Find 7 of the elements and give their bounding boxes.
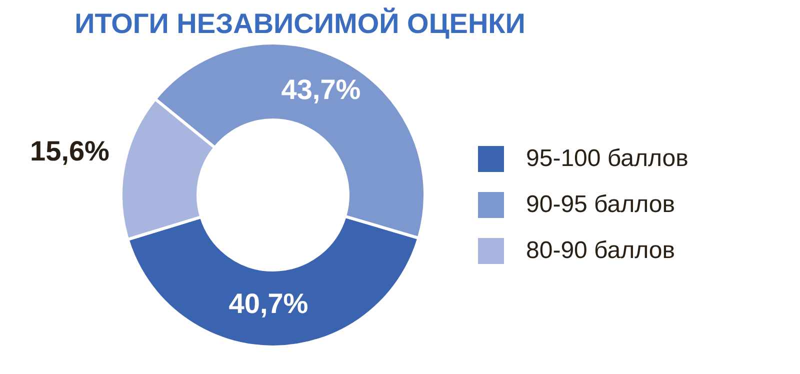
data-label: 43,7% xyxy=(281,74,361,106)
legend-label: 80-90 баллов xyxy=(526,237,675,265)
data-label: 40,7% xyxy=(228,288,308,319)
legend-label: 90-95 баллов xyxy=(526,191,675,219)
legend-label: 95-100 баллов xyxy=(526,145,688,173)
chart-title: ИТОГИ НЕЗАВИСИМОЙ ОЦЕНКИ xyxy=(74,8,526,40)
data-label: 15,6% xyxy=(30,136,110,167)
